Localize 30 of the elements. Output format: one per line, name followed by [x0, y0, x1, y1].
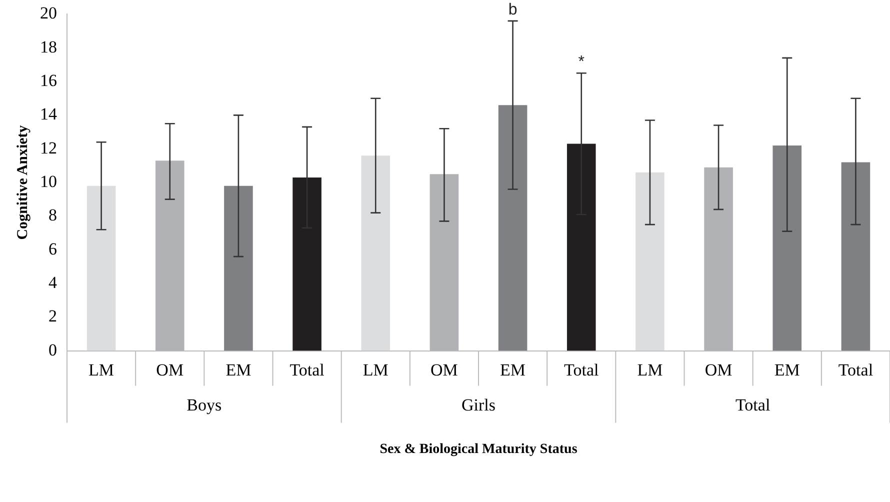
text: Boys: [186, 395, 222, 414]
y-tick-label: 18: [40, 37, 57, 56]
x-tick-label: EM: [500, 360, 526, 380]
x-tick-label: OM: [430, 360, 458, 380]
x-tick-label: Total: [838, 360, 874, 380]
annotation: *: [578, 54, 584, 71]
x-tick-label: OM: [704, 360, 732, 380]
y-tick-label: 2: [48, 306, 57, 326]
y-tick-label: 0: [48, 340, 57, 360]
annotation: b: [508, 1, 518, 18]
x-tick-label: Total: [290, 360, 325, 380]
text: Girls: [462, 395, 496, 414]
y-tick-label: 14: [40, 104, 58, 124]
x-axis-title: Sex & Biological Maturity Status: [380, 442, 578, 458]
x-tick-label: LM: [88, 360, 114, 380]
y-tick-label: 4: [48, 272, 58, 292]
x-tick-label: EM: [226, 360, 252, 380]
y-tick-label: 10: [40, 172, 57, 191]
x-tick-label: LM: [637, 360, 663, 380]
y-tick-label: 8: [48, 206, 57, 225]
y-axis-title: Cognitive Anxiety: [14, 124, 31, 240]
x-tick-label: Total: [564, 360, 599, 380]
x-tick-label: OM: [156, 360, 184, 380]
text: Total: [735, 395, 770, 414]
y-tick-label: 16: [40, 70, 57, 90]
y-tick-label: 12: [40, 138, 57, 158]
y-tick-label: 20: [40, 4, 57, 23]
x-tick-label: LM: [362, 360, 388, 380]
x-tick-label: EM: [774, 360, 800, 380]
y-tick-label: 6: [48, 239, 57, 258]
